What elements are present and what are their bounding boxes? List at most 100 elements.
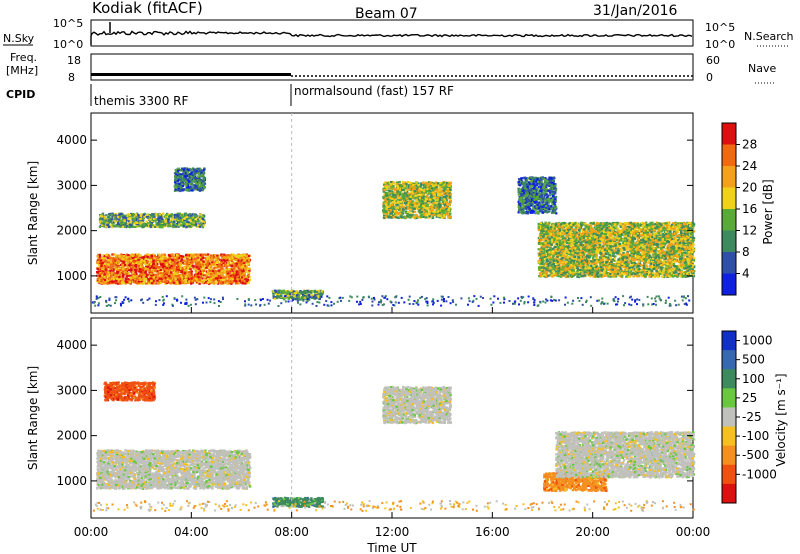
- power-cell: [155, 277, 159, 280]
- power-cell: [112, 224, 115, 227]
- power-cell: [201, 253, 204, 257]
- power-cell: [439, 181, 442, 184]
- power-cell: [434, 181, 438, 184]
- power-cell: [210, 281, 213, 284]
- power-cell: [245, 280, 248, 283]
- date-title: 31/Jan/2016: [593, 3, 678, 19]
- power-cell: [183, 266, 187, 269]
- power-cell: [190, 172, 193, 175]
- power-cell: [127, 257, 130, 260]
- power-cell: [116, 270, 120, 273]
- nsearch-tick-top: 10^5: [705, 21, 735, 34]
- power-cell: [246, 267, 250, 270]
- power-cell: [141, 225, 144, 229]
- power-cell: [103, 215, 107, 218]
- power-cell: [104, 268, 108, 271]
- power-cell: [158, 213, 162, 216]
- power-cell: [409, 181, 412, 184]
- power-cell: [197, 258, 201, 261]
- power-cell: [220, 282, 223, 285]
- power-cell: [194, 257, 197, 260]
- power-cell: [243, 254, 247, 257]
- power-cell: [180, 177, 183, 180]
- power-cell: [128, 281, 131, 284]
- power-cell: [184, 174, 187, 178]
- power-cell: [142, 266, 145, 269]
- power-cell: [172, 263, 176, 266]
- power-cell: [386, 205, 390, 208]
- power-cell: [193, 171, 197, 174]
- power-cell: [190, 255, 193, 258]
- power-cell: [133, 260, 136, 263]
- power-cell: [183, 179, 186, 182]
- power-cell: [419, 193, 423, 196]
- power-cell: [237, 259, 240, 262]
- power-cell: [174, 177, 177, 180]
- power-cell: [194, 181, 198, 184]
- power-cell: [183, 256, 187, 259]
- power-cell: [208, 269, 211, 272]
- power-cell: [247, 257, 250, 260]
- power-cell: [110, 277, 114, 280]
- power-cell: [143, 277, 146, 280]
- power-cell: [162, 276, 165, 279]
- power-cell: [197, 167, 200, 170]
- power-cell: [114, 265, 117, 268]
- power-cell: [190, 260, 194, 264]
- power-cell: [164, 276, 167, 279]
- power-cell: [443, 203, 446, 206]
- power-cell: [191, 183, 194, 186]
- power-cell: [174, 188, 177, 191]
- power-cell: [120, 222, 123, 225]
- power-cell: [152, 276, 155, 279]
- power-cell: [160, 253, 164, 256]
- power-cell: [103, 281, 107, 284]
- power-cell: [202, 281, 205, 284]
- power-cell: [227, 260, 230, 264]
- power-cell: [295, 294, 299, 297]
- power-cell: [179, 255, 182, 258]
- power-cell: [201, 180, 205, 183]
- power-cell: [212, 281, 216, 284]
- power-cell: [209, 272, 213, 275]
- power-cell: [143, 223, 146, 226]
- power-cell: [205, 266, 208, 269]
- power-cell: [186, 168, 189, 171]
- power-cell: [179, 262, 182, 265]
- power-cell: [148, 267, 152, 270]
- power-cell: [209, 254, 213, 257]
- power-cell: [113, 262, 116, 265]
- power-cell: [102, 220, 106, 223]
- power-cell: [236, 270, 239, 273]
- power-cell: [214, 270, 218, 273]
- freq-tick-top: 18: [67, 54, 81, 67]
- power-cell: [118, 217, 122, 220]
- power-cell: [210, 259, 213, 262]
- power-cell: [101, 281, 104, 284]
- power-cell: [179, 274, 183, 277]
- power-cell: [211, 270, 215, 273]
- power-cell: [122, 275, 125, 278]
- power-cell: [132, 281, 136, 284]
- power-cell: [241, 254, 244, 257]
- power-cell: [117, 261, 121, 264]
- power-cell: [235, 258, 238, 262]
- power-cell: [202, 224, 205, 227]
- power-cell: [195, 259, 198, 262]
- power-cell: [127, 254, 130, 257]
- power-cell: [166, 263, 169, 266]
- power-cell: [189, 186, 193, 189]
- power-cell: [153, 257, 156, 260]
- power-cell: [194, 176, 197, 180]
- power-cell: [118, 281, 121, 284]
- power-cell: [185, 215, 189, 219]
- power-cell: [134, 257, 138, 260]
- power-cell: [169, 260, 172, 263]
- power-cell: [122, 267, 125, 270]
- power-cell: [283, 291, 287, 294]
- power-cell: [169, 282, 172, 285]
- power-cell: [98, 225, 102, 228]
- power-cell: [224, 276, 227, 279]
- power-cell: [319, 293, 322, 297]
- power-cell: [101, 257, 104, 260]
